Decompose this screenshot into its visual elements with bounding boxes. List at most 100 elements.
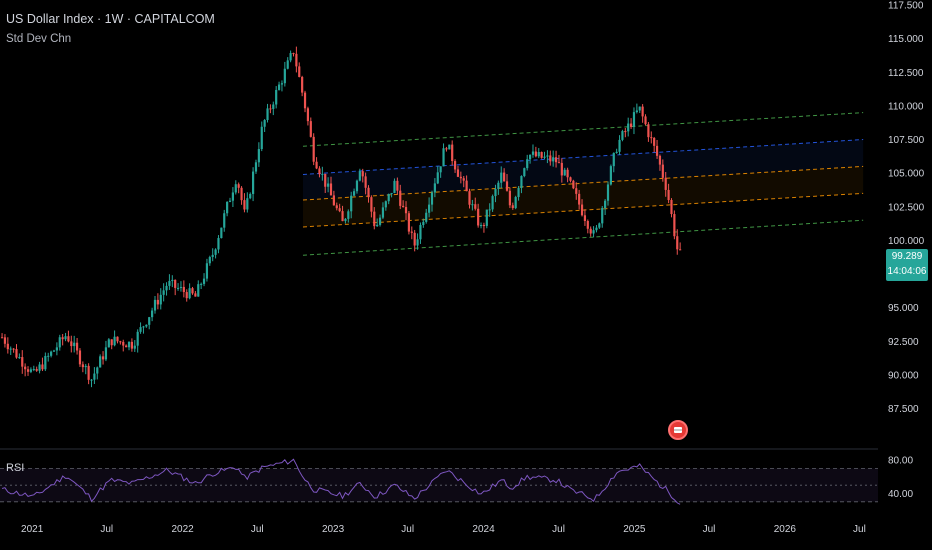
candle-body: [361, 171, 364, 177]
candle-body: [133, 345, 136, 349]
candle-body: [214, 249, 217, 255]
rsi-line: [1, 458, 681, 505]
candle-body: [503, 172, 506, 182]
candle-body: [592, 230, 595, 234]
candle-body: [430, 192, 434, 205]
candle-body: [554, 157, 558, 163]
candle-body: [667, 189, 670, 201]
candle-body: [615, 151, 618, 153]
candle-body: [260, 126, 263, 150]
candle-body: [188, 288, 191, 299]
candle-body: [200, 283, 203, 285]
price-tick-label: 100.000: [888, 236, 925, 247]
candle-body: [598, 223, 601, 228]
candle-body: [223, 213, 226, 228]
time-tick-label: Jul: [853, 524, 866, 535]
candle-body: [251, 171, 255, 194]
candle-body: [52, 350, 56, 352]
candle-body: [9, 348, 12, 350]
candle-body: [364, 176, 367, 188]
candle-body: [303, 92, 307, 109]
candle-body: [462, 178, 465, 181]
candle-body: [81, 364, 84, 368]
candle-body: [422, 221, 425, 226]
candle-body: [355, 180, 359, 192]
candle-body: [523, 168, 526, 177]
candle-body: [191, 288, 194, 294]
candle-body: [580, 204, 584, 216]
time-tick-label: 2026: [774, 524, 797, 535]
candle-body: [621, 131, 624, 140]
candle-body: [309, 121, 312, 137]
candle-body: [29, 369, 33, 372]
candle-body: [211, 254, 214, 258]
candle-body: [67, 336, 70, 342]
candle-body: [661, 164, 664, 178]
candle-body: [142, 326, 145, 328]
candle-body: [638, 106, 641, 111]
candle-body: [410, 231, 413, 233]
candle-body: [488, 209, 491, 211]
candle-body: [578, 193, 581, 205]
rsi-label[interactable]: RSI: [6, 462, 25, 474]
candle-body: [110, 339, 113, 346]
candle-body: [136, 331, 139, 346]
candle-body: [352, 191, 356, 196]
candle-body: [468, 191, 471, 205]
candle-body: [433, 183, 436, 193]
candle-body: [15, 349, 18, 358]
channel-band-fill: [302, 166, 864, 227]
candle-body: [358, 171, 361, 181]
candle-body: [497, 182, 500, 189]
candle-body: [531, 151, 535, 155]
candle-body: [246, 198, 249, 210]
candle-body: [459, 176, 462, 179]
candle-body: [277, 84, 281, 90]
candle-body: [122, 341, 125, 346]
candle-body: [534, 151, 537, 157]
indicator-label[interactable]: Std Dev Chn: [6, 33, 72, 45]
candle-body: [179, 286, 183, 288]
time-tick-label: Jul: [401, 524, 414, 535]
candle-body: [453, 161, 457, 170]
candle-body: [549, 155, 552, 162]
candle-body: [451, 144, 454, 162]
candle-body: [84, 365, 87, 368]
candle-body: [370, 197, 373, 212]
candle-body: [344, 218, 347, 222]
candle-body: [139, 327, 142, 332]
candle-body: [101, 356, 105, 360]
candle-body: [280, 83, 284, 85]
candle-body: [87, 365, 90, 380]
candle-body: [327, 183, 330, 187]
candle-body: [376, 224, 379, 227]
candle-body: [321, 173, 324, 175]
candle-body: [269, 108, 272, 110]
candle-body: [557, 162, 561, 164]
candle-body: [335, 205, 338, 209]
candle-body: [257, 149, 260, 163]
candle-body: [324, 173, 327, 187]
candle-body: [35, 369, 38, 371]
candle-body: [249, 193, 252, 199]
candle-body: [367, 187, 370, 198]
candle-body: [601, 208, 604, 224]
candle-body: [329, 183, 333, 196]
candle-body: [528, 154, 532, 160]
candle-body: [315, 161, 318, 169]
candle-body: [676, 236, 679, 250]
candle-body: [116, 336, 119, 342]
candle-body: [612, 152, 615, 167]
price-tick-label: 95.000: [888, 303, 919, 314]
last-price-value: 99.289: [891, 251, 923, 262]
candle-body: [569, 177, 572, 181]
us-flag-event-icon[interactable]: [668, 420, 688, 440]
candle-body: [174, 279, 177, 288]
candle-body: [563, 169, 566, 176]
price-tick-label: 102.500: [888, 202, 925, 213]
candle-body: [243, 200, 246, 210]
candle-body: [70, 341, 73, 347]
candle-body: [508, 190, 511, 206]
candle-body: [572, 180, 575, 189]
